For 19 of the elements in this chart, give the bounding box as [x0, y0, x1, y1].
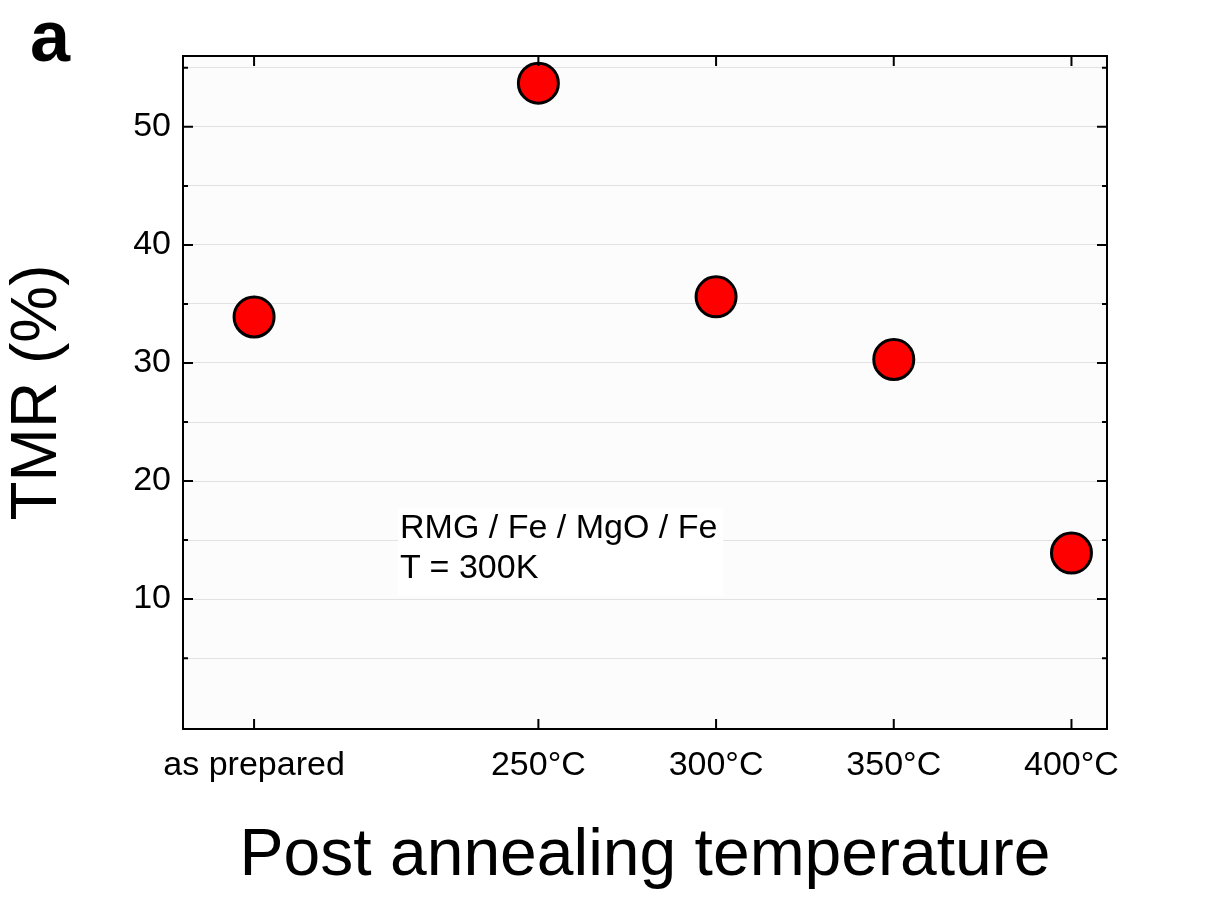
point	[1049, 531, 1093, 575]
point	[694, 275, 738, 319]
point	[872, 337, 916, 381]
y-axis-title: TMR (%)	[0, 264, 71, 521]
x-tick-label: 350°C	[846, 743, 942, 782]
y-tick-label: 50	[133, 105, 171, 144]
x-axis-title: Post annealing temperature	[239, 814, 1051, 889]
y-tick-label: 10	[133, 577, 171, 616]
text: a	[30, 0, 71, 76]
point	[232, 295, 276, 339]
x-tick-label: 400°C	[1024, 743, 1119, 782]
x-tick-label: 300°C	[668, 743, 764, 782]
y-tick-label: 20	[133, 459, 171, 498]
x-tick-label: 250°C	[490, 743, 586, 782]
y-tick-label: 30	[133, 341, 171, 380]
point	[516, 61, 560, 105]
y-tick-label: 40	[133, 223, 171, 262]
annotation: RMG / Fe / MgO / Fe T = 300K	[400, 507, 718, 586]
x-tick-label: as prepared	[163, 743, 345, 782]
